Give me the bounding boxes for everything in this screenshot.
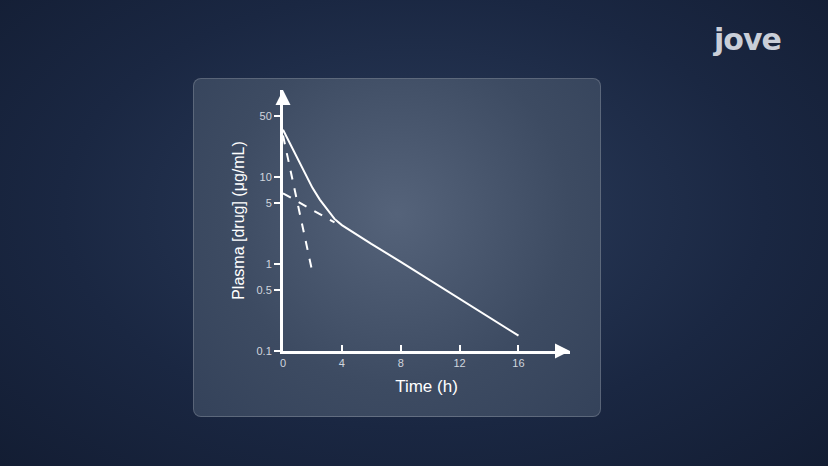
svg-text:50: 50 xyxy=(260,110,272,122)
svg-text:5: 5 xyxy=(266,197,272,209)
svg-text:12: 12 xyxy=(453,357,465,369)
svg-text:16: 16 xyxy=(512,357,524,369)
svg-text:0: 0 xyxy=(280,357,286,369)
svg-text:0.5: 0.5 xyxy=(257,284,272,296)
svg-text:Plasma [drug] (μg/mL): Plasma [drug] (μg/mL) xyxy=(230,141,247,300)
svg-text:1: 1 xyxy=(266,258,272,270)
svg-text:0.1: 0.1 xyxy=(257,345,272,357)
svg-text:8: 8 xyxy=(398,357,404,369)
svg-text:4: 4 xyxy=(339,357,345,369)
svg-text:10: 10 xyxy=(260,171,272,183)
html-text:jove: jove xyxy=(714,22,781,57)
svg-text:Time (h): Time (h) xyxy=(395,377,458,396)
